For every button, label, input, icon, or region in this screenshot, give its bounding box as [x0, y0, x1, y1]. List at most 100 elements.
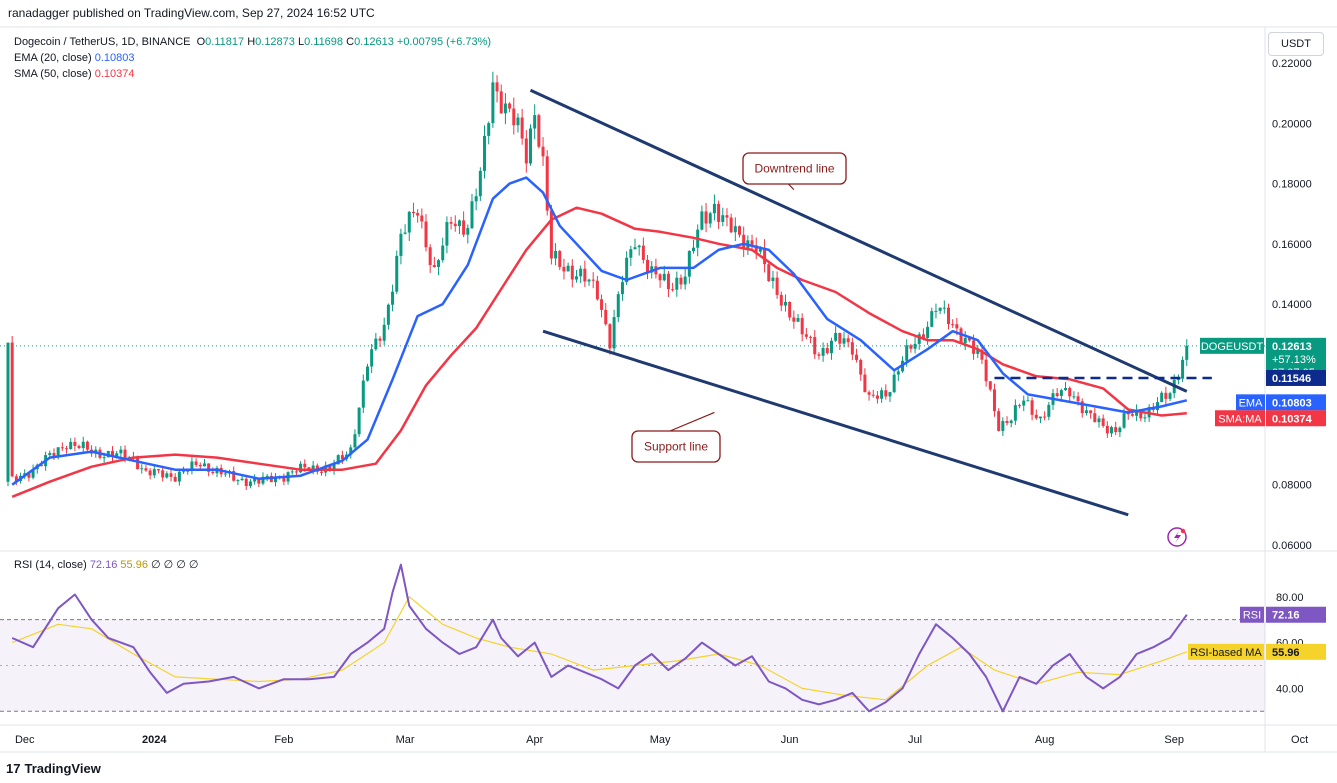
price-tick-label: 0.14000 — [1272, 299, 1312, 311]
candle-body — [687, 251, 691, 277]
candle-body — [240, 478, 244, 481]
candle-body — [763, 247, 767, 265]
candle-body — [286, 472, 290, 482]
candle-body — [6, 342, 10, 482]
high-value: 0.12873 — [255, 36, 295, 48]
candle-body — [771, 277, 775, 282]
candle-body — [98, 449, 102, 458]
candle-body — [441, 245, 445, 261]
price-tick-label: 0.22000 — [1272, 58, 1312, 70]
candle-body — [1026, 400, 1030, 402]
time-tick-label: Jul — [908, 734, 922, 746]
candle-body — [654, 266, 658, 275]
candle-body — [529, 128, 532, 164]
candle-body — [570, 265, 574, 280]
candle-body — [746, 240, 750, 250]
candle-body — [261, 476, 265, 484]
candle-body — [27, 473, 31, 478]
candle-body — [1122, 413, 1126, 428]
time-axis[interactable]: Dec 2024 Feb Mar Apr May Jun Jul Aug Sep Oct — [15, 734, 1308, 746]
candle-body — [1156, 402, 1159, 411]
currency-button[interactable]: USDT — [1268, 32, 1324, 56]
ema-line — [11, 176, 1188, 486]
candle-body — [73, 441, 77, 446]
candle-body — [829, 340, 833, 354]
candle-body — [1143, 417, 1147, 419]
support-line — [542, 329, 1129, 517]
time-tick-label: Sep — [1164, 734, 1184, 746]
rsi-tick-label: 40.00 — [1276, 683, 1304, 695]
candle-body — [411, 211, 415, 214]
candle-body — [612, 317, 616, 349]
axes-frame — [0, 26, 1337, 753]
flash-icon[interactable] — [1167, 527, 1187, 547]
candle-body — [81, 441, 85, 449]
rsi-legend[interactable]: RSI (14, close) 72.16 55.96 ∅ ∅ ∅ ∅ — [14, 558, 199, 571]
low-value: 0.11698 — [304, 36, 344, 48]
candle-body — [345, 454, 349, 460]
candle-body — [813, 337, 817, 355]
candle-body — [892, 374, 896, 393]
candle-body — [186, 470, 190, 472]
close-label: C — [346, 36, 355, 48]
candle-body — [420, 215, 424, 222]
candle-body — [19, 475, 23, 482]
candle-body — [290, 471, 294, 473]
candle-body — [1093, 413, 1097, 423]
candle-body — [39, 464, 43, 467]
rsi-ma-tag-bg — [1188, 643, 1264, 660]
time-tick-label: May — [650, 734, 671, 746]
price-tick-label: 0.08000 — [1272, 480, 1312, 492]
candle-body — [926, 326, 930, 338]
candle-body — [729, 217, 733, 233]
last-price-bg — [1266, 337, 1326, 378]
candle-body — [909, 345, 913, 349]
candle-body — [683, 276, 687, 285]
candle-body — [775, 277, 779, 295]
candle-body — [1164, 392, 1168, 399]
price-axis[interactable]: 0.22000 0.20000 0.18000 0.16000 0.14000 0.080… — [1272, 58, 1312, 695]
rsi-tick-label: 60.00 — [1276, 638, 1304, 650]
candle-body — [1005, 421, 1009, 424]
tradingview-brand[interactable]: 17 TradingView — [6, 761, 101, 776]
time-tick-label: Aug — [1035, 734, 1055, 746]
time-tick-label: Feb — [274, 734, 293, 746]
candle-body — [131, 456, 135, 458]
last-price-text: 0.12613 — [1272, 341, 1312, 353]
candle-body — [658, 274, 662, 281]
candle-body — [499, 91, 503, 114]
price-tick-label: 0.06000 — [1272, 540, 1312, 552]
candle-body — [44, 455, 48, 467]
candle-body — [102, 457, 106, 459]
candle-body — [834, 333, 838, 341]
candle-body — [211, 471, 215, 474]
candle-body — [901, 360, 905, 372]
sma-row[interactable]: SMA (50, close) 0.10374 — [14, 66, 491, 82]
candle-body — [821, 348, 825, 356]
symbol-name[interactable]: Dogecoin / TetherUS, 1D, BINANCE — [14, 36, 191, 48]
candle-body — [106, 450, 110, 458]
candle-body — [483, 135, 487, 171]
candle-body — [1168, 393, 1172, 399]
candle-body — [1181, 359, 1185, 379]
candle-body — [704, 211, 708, 224]
sma-label: SMA (50, close) — [14, 68, 92, 80]
candle-body — [391, 291, 395, 305]
candle-body — [1084, 410, 1088, 414]
ema-row[interactable]: EMA (20, close) 0.10803 — [14, 50, 491, 66]
trend-lines — [529, 88, 1212, 517]
candle-body — [533, 115, 537, 129]
candle-body — [1185, 345, 1189, 360]
rsi-ma-tag-text: RSI-based MA — [1190, 647, 1262, 659]
candle-body — [232, 471, 236, 481]
candle-body — [156, 469, 160, 471]
candle-body — [800, 318, 804, 335]
candle-body — [1051, 393, 1055, 405]
candle-body — [228, 471, 232, 474]
candle-body — [947, 307, 950, 325]
candle-body — [177, 471, 181, 482]
candle-body — [549, 210, 553, 259]
candle-body — [512, 108, 516, 126]
candle-body — [600, 299, 604, 310]
